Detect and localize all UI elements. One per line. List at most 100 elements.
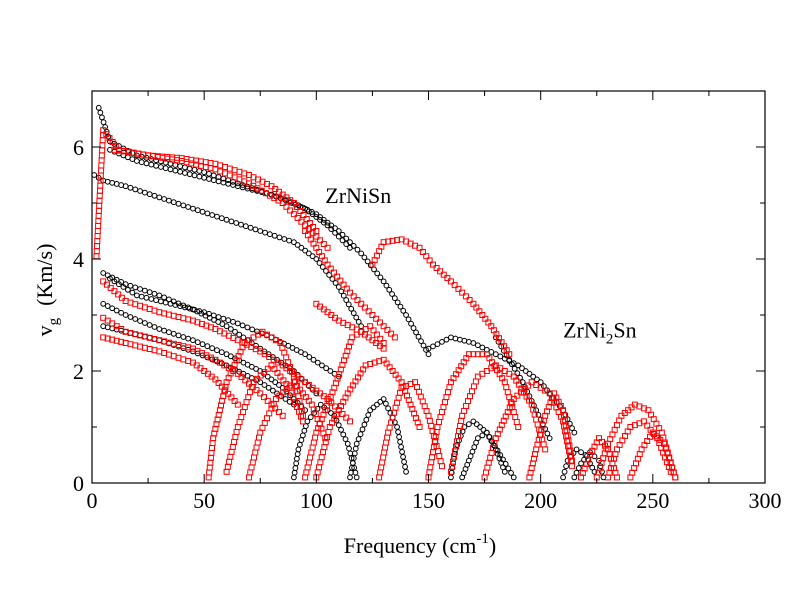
data-point	[95, 222, 102, 229]
data-point	[127, 314, 134, 320]
data-point	[441, 399, 448, 406]
data-point	[543, 408, 550, 415]
data-point	[370, 404, 377, 411]
data-point	[418, 338, 424, 345]
data-point	[519, 365, 525, 372]
data-point	[394, 299, 401, 306]
annotation-zrni2sn: ZrNi2Sn	[563, 317, 637, 347]
data-point	[209, 440, 216, 447]
data-point	[420, 342, 427, 349]
data-point	[310, 356, 317, 363]
data-point	[170, 199, 177, 206]
data-point	[279, 200, 286, 206]
data-point	[385, 405, 392, 412]
data-point	[653, 433, 660, 440]
data-point	[294, 214, 301, 221]
data-point	[400, 453, 406, 460]
data-point	[377, 469, 384, 476]
data-point	[636, 420, 643, 427]
data-point	[199, 341, 206, 348]
data-point	[180, 334, 187, 340]
data-point	[253, 444, 260, 451]
data-point	[111, 278, 118, 285]
data-point	[462, 293, 469, 300]
data-point	[495, 338, 502, 345]
data-point	[122, 298, 129, 304]
data-point	[266, 231, 273, 238]
data-point	[95, 212, 102, 219]
data-point	[201, 169, 208, 176]
data-point	[380, 278, 387, 285]
data-point	[429, 454, 436, 461]
data-point	[305, 250, 312, 257]
data-point	[344, 440, 351, 447]
data-point	[249, 459, 256, 466]
data-point	[640, 418, 647, 425]
data-point	[419, 398, 426, 405]
data-point	[276, 392, 283, 399]
data-point	[361, 304, 368, 311]
data-point	[229, 443, 236, 450]
data-point	[549, 394, 556, 401]
data-point	[103, 281, 110, 288]
data-point	[443, 336, 450, 343]
data-point	[545, 403, 552, 410]
data-point	[560, 474, 566, 481]
data-point	[137, 286, 143, 292]
data-point	[338, 288, 345, 295]
data-point	[132, 331, 139, 338]
data-point	[141, 189, 148, 196]
data-point	[212, 376, 219, 383]
data-point	[314, 359, 321, 366]
data-point	[217, 162, 224, 169]
data-point	[143, 160, 150, 167]
data-point	[501, 468, 508, 475]
data-point	[365, 308, 372, 315]
data-point	[223, 323, 230, 330]
data-point	[221, 164, 228, 170]
data-point	[252, 226, 259, 233]
data-point	[93, 253, 100, 260]
data-point	[400, 307, 407, 314]
data-point	[161, 196, 168, 202]
data-point	[234, 370, 241, 377]
data-point	[397, 439, 403, 445]
data-point	[373, 331, 380, 338]
data-point	[479, 432, 486, 439]
data-point	[94, 233, 101, 240]
data-point	[438, 463, 445, 470]
data-point	[262, 229, 268, 236]
data-point	[275, 409, 282, 416]
data-point	[487, 454, 494, 461]
data-point	[246, 474, 253, 481]
data-point	[141, 344, 148, 351]
data-point	[127, 299, 134, 306]
data-point	[340, 292, 347, 299]
data-point	[444, 389, 451, 396]
data-point	[492, 435, 499, 442]
data-point	[111, 288, 118, 295]
data-point	[138, 159, 145, 166]
data-point	[228, 448, 235, 455]
data-point	[185, 204, 192, 210]
data-point	[320, 241, 327, 248]
data-point	[348, 305, 355, 312]
data-point	[141, 333, 148, 340]
data-point	[102, 124, 109, 130]
data-point	[367, 323, 374, 330]
data-point	[223, 216, 230, 223]
data-point	[234, 320, 241, 327]
data-point	[100, 119, 107, 126]
data-point	[353, 474, 360, 481]
data-point	[328, 410, 334, 416]
data-point	[468, 388, 475, 395]
data-point	[328, 222, 335, 229]
data-point	[437, 458, 444, 465]
data-point	[227, 370, 234, 377]
data-point	[465, 421, 472, 428]
data-point	[315, 425, 322, 432]
data-point	[434, 341, 441, 348]
data-point	[124, 286, 131, 293]
data-point	[287, 382, 294, 389]
data-point	[271, 232, 278, 239]
